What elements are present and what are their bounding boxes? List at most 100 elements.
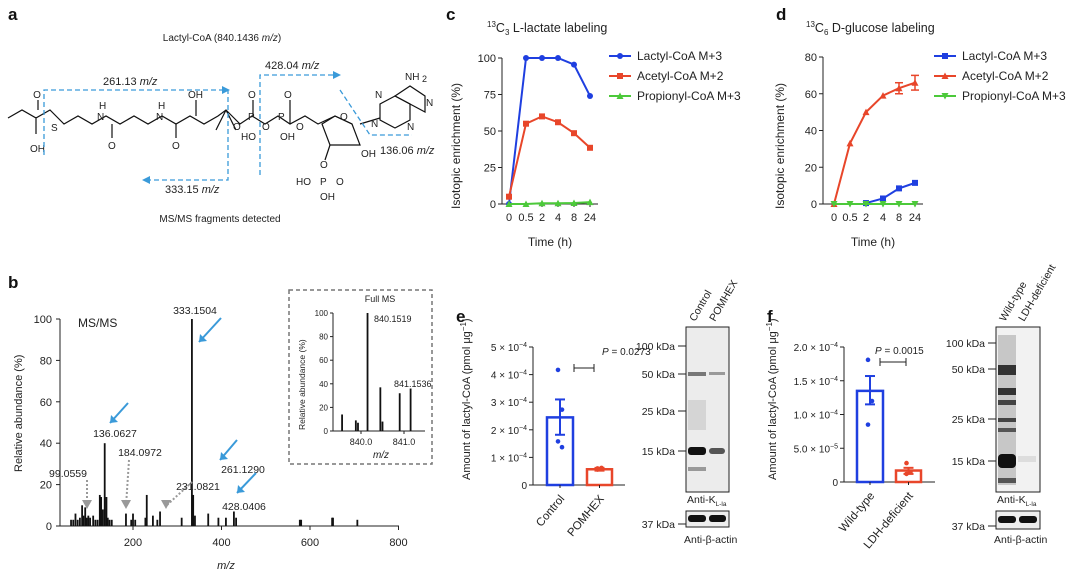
peak-label: 333.1504: [173, 305, 217, 317]
arrow-head: [142, 176, 150, 184]
atom: P: [278, 112, 285, 123]
y-tick-label: 40: [805, 126, 817, 138]
data-point: [896, 185, 902, 192]
data-point: [559, 407, 565, 412]
x-tick-label: Control: [534, 493, 567, 529]
x-tick-label: POMHEX: [566, 493, 607, 539]
data-point: [571, 130, 577, 137]
data-point: [559, 444, 565, 450]
fragment-label: 428.04 m/z: [265, 60, 320, 72]
panel-label-f: f: [767, 307, 773, 326]
peak: [94, 519, 97, 526]
peak: [409, 388, 412, 431]
data-point: [523, 120, 529, 127]
chart-d-title: 13C6 D-glucose labeling: [806, 20, 935, 37]
chart-f-pvalue: P = 0.0015: [875, 346, 924, 357]
atom: O: [248, 90, 256, 101]
x-tick-label: 8: [571, 212, 577, 224]
y-tick-label: 5 × 10−4: [491, 342, 527, 354]
legend-marker: [942, 53, 948, 59]
atom: HO: [241, 132, 256, 143]
data-point: [904, 471, 909, 477]
kda-marker: 100 kDa: [636, 341, 675, 353]
y-tick-label: 2.0 × 10−4: [794, 342, 839, 354]
peak: [84, 507, 87, 526]
x-axis-label: Time (h): [851, 235, 895, 249]
data-point: [554, 199, 562, 207]
western-blot-f: [995, 326, 1041, 530]
x-tick-label: 4: [880, 212, 886, 224]
peak: [180, 517, 183, 526]
x-tick-label: 800: [389, 537, 407, 549]
chart-e-ylabel: Amount of lactyl-CoA (pmol μg−1): [459, 318, 473, 480]
x-axis-label: m/z: [373, 450, 389, 461]
peak: [354, 420, 357, 431]
peak: [106, 517, 109, 526]
peak: [366, 313, 369, 431]
x-tick-label: 400: [212, 537, 230, 549]
arrow-head: [110, 415, 118, 423]
arrow-head: [82, 500, 92, 509]
peak-label: 261.1290: [221, 464, 265, 476]
data-point: [880, 195, 886, 202]
peak: [207, 513, 210, 526]
atom: OH: [30, 144, 45, 155]
peak-label: 231.0821: [176, 481, 220, 493]
x-axis-label: m/z: [217, 560, 235, 572]
peak: [341, 414, 343, 431]
peak: [98, 494, 101, 526]
peak: [152, 515, 154, 526]
y-tick-label: 0: [521, 481, 527, 492]
y-tick-label: 80: [319, 333, 328, 342]
x-tick-label: 200: [124, 537, 142, 549]
legend-marker: [617, 73, 623, 79]
peak: [235, 517, 238, 526]
peak-label: 840.1519: [374, 314, 412, 324]
y-tick-label: 75: [484, 90, 496, 102]
x-tick-label: 840.0: [350, 437, 373, 447]
atom: OH: [188, 90, 203, 101]
data-point: [522, 200, 530, 207]
peak: [159, 511, 161, 526]
lactyl-coa-structure: Lactyl-CoA (840.1436 m/z) O OH S H N O H…: [7, 33, 435, 225]
peak: [100, 497, 103, 526]
peak: [134, 519, 137, 526]
x-tick-label: 2: [863, 212, 869, 224]
peak: [332, 517, 334, 526]
data-point: [555, 367, 561, 373]
panel-label-b: b: [8, 273, 18, 292]
legend-marker: [616, 92, 624, 99]
y-tick-label: 0: [832, 478, 838, 489]
inset-title: Full MS: [365, 294, 396, 304]
series-line-0: [865, 181, 916, 205]
data-point: [846, 201, 854, 208]
panel-label-e: e: [456, 307, 465, 326]
y-tick-label: 100: [478, 53, 496, 65]
blot-e-antibody: Anti-KL-la: [687, 494, 727, 508]
atom: N: [97, 112, 104, 123]
atom: O: [33, 90, 41, 101]
kda-marker: 25 kDa: [642, 406, 675, 418]
legend-label: Acetyl-CoA M+2: [637, 69, 724, 83]
chart-f-ylabel: Amount of lactyl-CoA (pmol μg−1): [765, 318, 779, 480]
peak: [130, 519, 133, 526]
data-point: [538, 199, 546, 207]
legend-marker: [617, 53, 623, 59]
fragment-label: 333.15 m/z: [165, 184, 220, 196]
y-tick-label: 4 × 10−4: [491, 370, 527, 382]
x-tick-label: 0: [831, 212, 837, 224]
atom: H: [99, 101, 106, 112]
data-point: [904, 460, 909, 466]
y-tick-label: 100: [315, 309, 329, 318]
peak: [125, 513, 127, 526]
atom: P: [320, 177, 327, 188]
data-point: [506, 193, 512, 200]
series-line-1: [508, 115, 591, 197]
peak: [89, 517, 91, 526]
x-tick-label: 24: [584, 212, 596, 224]
arrow-head: [220, 452, 228, 460]
chart-e-pvalue: P = 0.0273: [602, 347, 651, 358]
series-line-2: [509, 201, 591, 205]
kda-marker: 15 kDa: [642, 446, 675, 458]
fragment-label: 136.06 m/z: [380, 145, 435, 157]
